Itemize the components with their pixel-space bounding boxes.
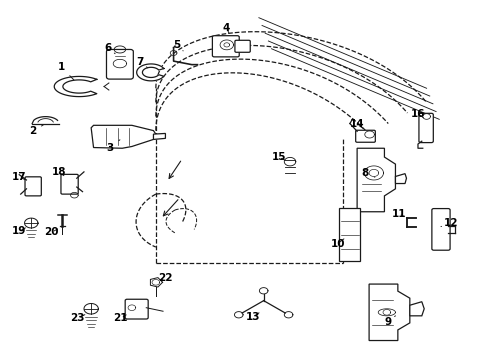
Text: 6: 6	[104, 43, 115, 54]
Polygon shape	[54, 76, 97, 96]
FancyBboxPatch shape	[25, 177, 41, 196]
Text: 5: 5	[172, 40, 183, 51]
FancyBboxPatch shape	[431, 208, 449, 250]
Polygon shape	[150, 278, 162, 287]
Text: 8: 8	[361, 168, 374, 178]
Text: 16: 16	[410, 109, 425, 119]
Polygon shape	[153, 134, 165, 139]
Text: 4: 4	[222, 23, 229, 33]
Text: 3: 3	[106, 140, 120, 153]
Text: 14: 14	[349, 119, 364, 129]
Polygon shape	[137, 64, 163, 81]
Polygon shape	[356, 148, 395, 212]
Polygon shape	[368, 284, 409, 341]
FancyBboxPatch shape	[106, 49, 133, 79]
Text: 7: 7	[136, 57, 147, 68]
Text: 22: 22	[158, 273, 172, 283]
Polygon shape	[409, 302, 424, 316]
Text: 1: 1	[58, 62, 74, 80]
Text: 20: 20	[44, 227, 59, 237]
Polygon shape	[32, 117, 59, 123]
FancyBboxPatch shape	[212, 36, 239, 57]
Polygon shape	[395, 174, 406, 184]
Text: 12: 12	[440, 218, 458, 228]
Text: 17: 17	[12, 172, 26, 182]
Polygon shape	[339, 208, 360, 261]
Text: 21: 21	[113, 313, 128, 323]
FancyBboxPatch shape	[355, 130, 375, 142]
Text: 2: 2	[29, 125, 43, 136]
Polygon shape	[91, 125, 156, 148]
FancyBboxPatch shape	[234, 40, 250, 52]
FancyBboxPatch shape	[125, 299, 148, 319]
Text: 9: 9	[384, 316, 395, 327]
Text: 23: 23	[70, 313, 85, 323]
Text: 19: 19	[12, 226, 26, 236]
Text: 13: 13	[245, 312, 260, 322]
Text: 15: 15	[271, 152, 285, 162]
FancyBboxPatch shape	[61, 174, 78, 194]
Text: 10: 10	[330, 239, 345, 248]
Text: 11: 11	[391, 208, 405, 219]
FancyBboxPatch shape	[418, 113, 432, 143]
Text: 18: 18	[51, 167, 66, 177]
